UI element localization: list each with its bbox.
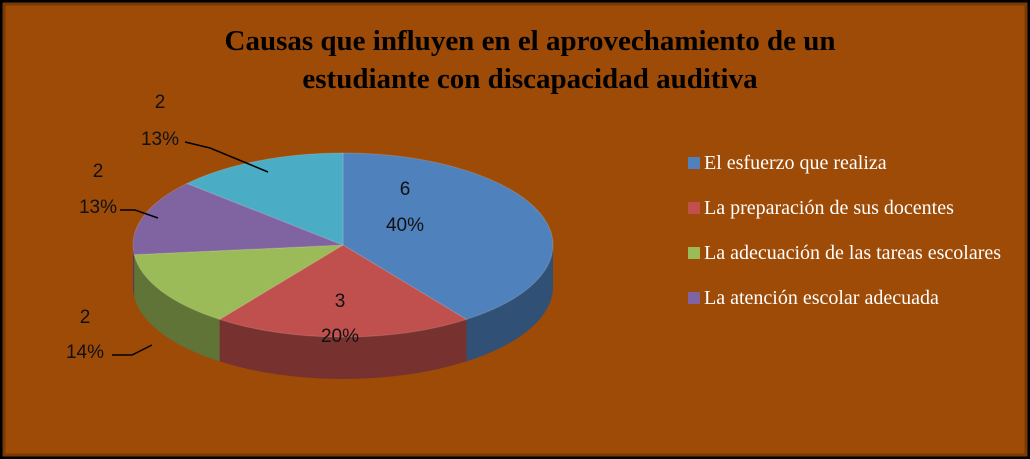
legend-swatch	[688, 157, 700, 169]
legend-label: La atención escolar adecuada	[704, 287, 939, 309]
legend-item: La preparación de sus docentes	[688, 193, 1023, 223]
pie-side	[133, 245, 135, 297]
legend-label: El esfuerzo que realiza	[704, 152, 887, 174]
chart-title: Causas que influyen en el aprovechamient…	[225, 25, 836, 95]
pie-side	[134, 254, 220, 362]
data-label-value: 2	[155, 92, 166, 113]
legend-label: La adecuación de las tareas escolares	[704, 242, 1002, 264]
data-label-percent: 13%	[79, 197, 117, 218]
data-label-value: 2	[80, 307, 91, 328]
data-label-percent: 20%	[321, 326, 359, 347]
data-label-percent: 40%	[386, 215, 424, 236]
legend-swatch	[688, 202, 700, 214]
title-line: Causas que influyen en el aprovechamient…	[225, 25, 836, 57]
title-line: estudiante con discapacidad auditiva	[302, 63, 758, 95]
leader-line	[120, 209, 159, 219]
pie-slice	[342, 152, 554, 320]
legend-item: El esfuerzo que realiza	[688, 148, 1023, 178]
pie-tops	[132, 152, 554, 338]
pie-slice	[133, 244, 344, 320]
pie-sides	[133, 245, 553, 379]
legend-item: La adecuación de las tareas escolares	[688, 238, 1023, 268]
data-label-percent: 13%	[141, 129, 179, 150]
legend-swatch	[688, 292, 700, 304]
leader-line	[184, 141, 269, 173]
pie-side	[219, 319, 467, 379]
legend-swatch	[688, 247, 700, 259]
pie-slice	[185, 152, 344, 246]
data-label-value: 2	[93, 161, 104, 182]
pie-slice	[218, 244, 468, 338]
legend-item: La atención escolar adecuada	[688, 283, 1023, 313]
leader-line	[112, 344, 153, 356]
pie-side	[466, 245, 553, 362]
data-labels: 6 40% 3 20% 2 14% 2 13% 2 13%	[66, 92, 424, 363]
data-label-value: 6	[400, 179, 411, 200]
legend-label: La preparación de sus docentes	[704, 197, 954, 219]
data-label-value: 3	[335, 291, 346, 312]
legend: El esfuerzo que realiza La preparación de…	[688, 148, 1023, 328]
pie-slice	[132, 182, 344, 256]
data-label-percent: 14%	[66, 342, 104, 363]
